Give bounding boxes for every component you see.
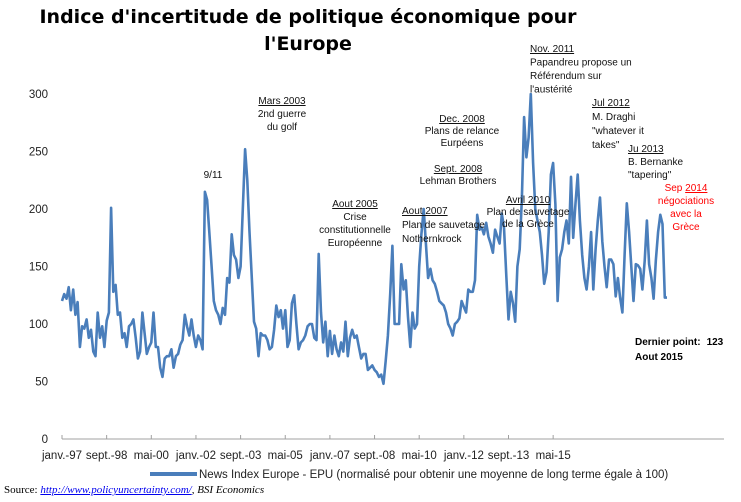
annotation-text: Européenne <box>328 238 383 249</box>
annotation-heading: Dec. 2008 <box>439 114 485 125</box>
annotation-text: "tapering" <box>628 170 672 181</box>
annotation-text: M. Draghi <box>592 112 635 123</box>
annotation-text: Plans de relance <box>425 126 500 137</box>
annotation-text: Grèce <box>672 222 700 233</box>
annotation-heading: Sept. 2008 <box>434 164 483 175</box>
y-tick-label: 150 <box>29 262 48 274</box>
y-tick-label: 300 <box>29 89 48 101</box>
source-link[interactable]: http://www.policyuncertainty.com/ <box>40 484 192 496</box>
source-note: Source: http://www.policyuncertainty.com… <box>4 484 264 496</box>
annotation-text: l'austérité <box>530 85 573 96</box>
annotation-text: de la Grèce <box>502 219 554 230</box>
annotation-text: Lehman Brothers <box>420 176 497 187</box>
annotation-text: constitutionnelle <box>319 225 391 236</box>
annotation-heading: Ju 2013 <box>628 144 664 155</box>
x-tick-label: mai-05 <box>268 450 303 462</box>
annotation-text: Nothernkrock <box>402 234 462 245</box>
annotation-text: Crise <box>343 212 367 223</box>
x-tick-label: sept.-03 <box>220 450 262 462</box>
annotation-text: takes" <box>592 140 620 151</box>
x-tick-label: janv.-12 <box>443 450 484 462</box>
chart-title-line-2: l'Europe <box>264 33 352 55</box>
series-epu-europe <box>60 92 667 386</box>
annotation-heading: Aout 2005 <box>332 199 378 210</box>
annotation-text: Référendum sur <box>530 71 602 82</box>
annotation-heading: Nov. 2011 <box>530 44 575 55</box>
annotation-text: Plan de sauvetage <box>402 220 485 231</box>
annotation-2011-11: Nov. 2011 Papandreu propose un Référendum … <box>530 44 632 96</box>
y-axis: 0 50 100 150 200 250 300 <box>29 89 48 446</box>
annotation-text: "whatever it <box>592 126 644 137</box>
annotation-text: négociations <box>658 196 714 207</box>
x-tick-label: mai-00 <box>134 450 169 462</box>
x-tick-label: sept.-98 <box>86 450 128 462</box>
y-tick-label: 200 <box>29 204 48 216</box>
annotation-2014-09: Sep 2014 négociations avec la Grèce <box>658 183 714 233</box>
annotation-text: 9/11 <box>204 170 223 181</box>
source-prefix: Source: <box>4 484 41 496</box>
y-tick-label: 250 <box>29 147 48 159</box>
series-line <box>60 92 667 386</box>
annotation-heading: Jul 2012 <box>592 98 630 109</box>
annotation-text: 2nd guerre <box>258 109 307 120</box>
x-tick-label: sept.-08 <box>354 450 396 462</box>
x-axis: janv.-97 sept.-98 mai-00 janv.-02 sept.-03 ma… <box>41 435 724 462</box>
annotation-2001-09: 9/11 <box>204 170 223 181</box>
chart-title-line-1: Indice d'incertitude de politique économ… <box>39 6 577 28</box>
last-point-note: Dernier point: 123 Aout 2015 <box>635 337 724 363</box>
annotation-2012-07: Jul 2012 M. Draghi "whatever it takes" <box>592 98 644 151</box>
source-suffix: , BSI Economics <box>191 484 265 496</box>
x-tick-label: mai-10 <box>402 450 437 462</box>
legend-label: News Index Europe - EPU (normalisé pour … <box>199 469 668 481</box>
annotation-2007-08: Aout 2007 Plan de sauvetage Nothernkrock <box>402 206 485 245</box>
annotation-2003-03: Mars 2003 2nd guerre du golf <box>258 96 307 133</box>
last-point-label: Dernier point: 123 <box>635 337 724 348</box>
annotation-heading: Aout 2007 <box>402 206 448 217</box>
annotation-2005-08: Aout 2005 Crise constitutionnelle Européenn… <box>319 199 391 249</box>
annotation-heading: Avril 2010 <box>506 195 551 206</box>
x-tick-label: janv.-97 <box>41 450 82 462</box>
last-point-date: Aout 2015 <box>635 352 683 363</box>
annotation-text: Plan de sauvetage <box>487 207 570 218</box>
annotation-text: Papandreu propose un <box>530 58 632 69</box>
annotation-text: B. Bernanke <box>628 157 683 168</box>
x-tick-label: janv.-07 <box>309 450 350 462</box>
annotation-heading: Sep 2014 <box>665 183 708 194</box>
legend: News Index Europe - EPU (normalisé pour … <box>150 469 668 481</box>
annotation-text: avec la <box>670 209 702 220</box>
y-tick-label: 0 <box>42 434 48 446</box>
annotation-text: Eurpéens <box>441 138 484 149</box>
x-tick-label: janv.-02 <box>175 450 216 462</box>
chart-title: Indice d'incertitude de politique économ… <box>39 6 577 55</box>
event-annotations: 9/11 Mars 2003 2nd guerre du golf Aout 2005 C… <box>204 44 714 249</box>
x-tick-label: sept.-13 <box>488 450 530 462</box>
y-tick-label: 100 <box>29 319 48 331</box>
x-tick-label: mai-15 <box>536 450 571 462</box>
annotation-2013-06: Ju 2013 B. Bernanke "tapering" <box>628 144 683 181</box>
annotation-heading: Mars 2003 <box>258 96 306 107</box>
y-tick-label: 50 <box>35 377 48 389</box>
annotation-text: du golf <box>267 122 297 133</box>
